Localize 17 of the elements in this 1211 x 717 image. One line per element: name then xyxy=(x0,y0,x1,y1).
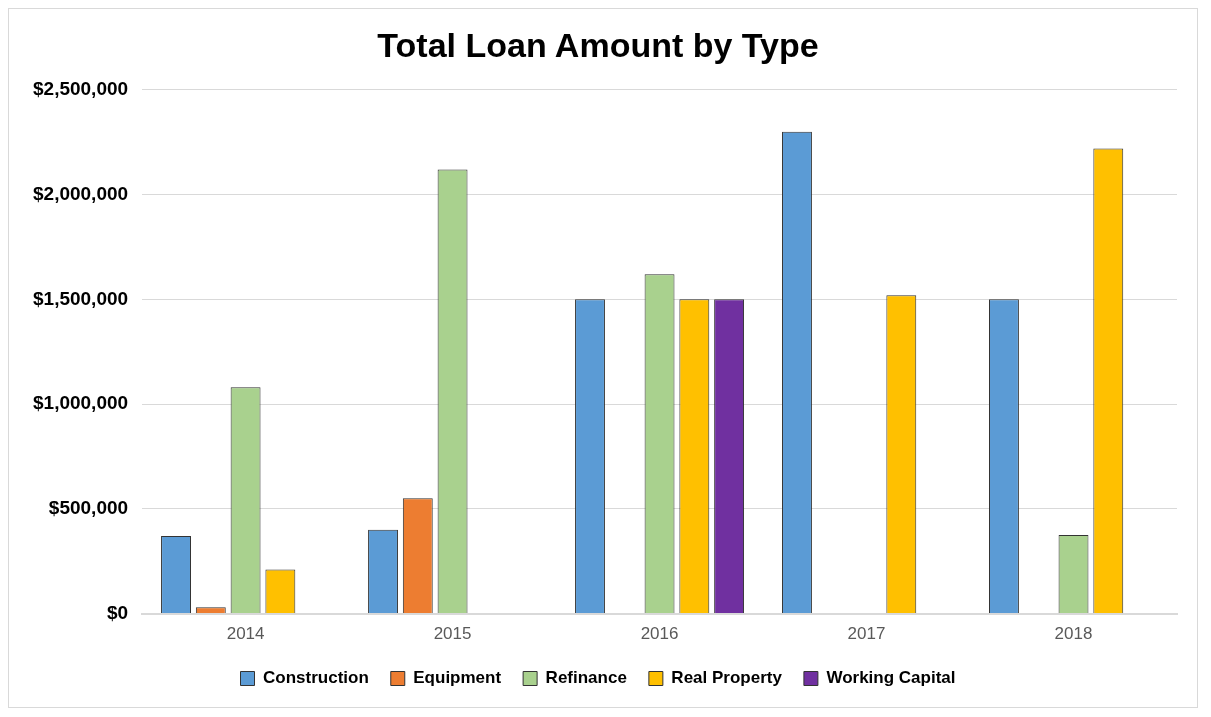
legend-label: Equipment xyxy=(413,668,502,688)
legend-label: Construction xyxy=(263,668,369,688)
y-tick-label: $1,500,000 xyxy=(33,287,129,309)
y-tick-label: $2,500,000 xyxy=(33,78,129,100)
x-tick-label: 2018 xyxy=(1054,624,1093,644)
chart-title: Total Loan Amount by Type xyxy=(377,25,819,64)
legend-label: Real Property xyxy=(671,668,783,688)
x-tick-label: 2016 xyxy=(640,624,679,644)
legend-label: Working Capital xyxy=(826,668,956,688)
y-tick-label: $1,000,000 xyxy=(33,392,129,414)
y-tick-label: $0 xyxy=(106,601,129,623)
y-tick-label: $500,000 xyxy=(48,497,129,519)
x-tick-label: 2014 xyxy=(226,624,265,644)
x-tick-label: 2017 xyxy=(847,624,886,644)
x-tick-label: 2015 xyxy=(433,624,472,644)
y-tick-label: $2,000,000 xyxy=(33,182,129,204)
legend-label: Refinance xyxy=(545,668,627,688)
